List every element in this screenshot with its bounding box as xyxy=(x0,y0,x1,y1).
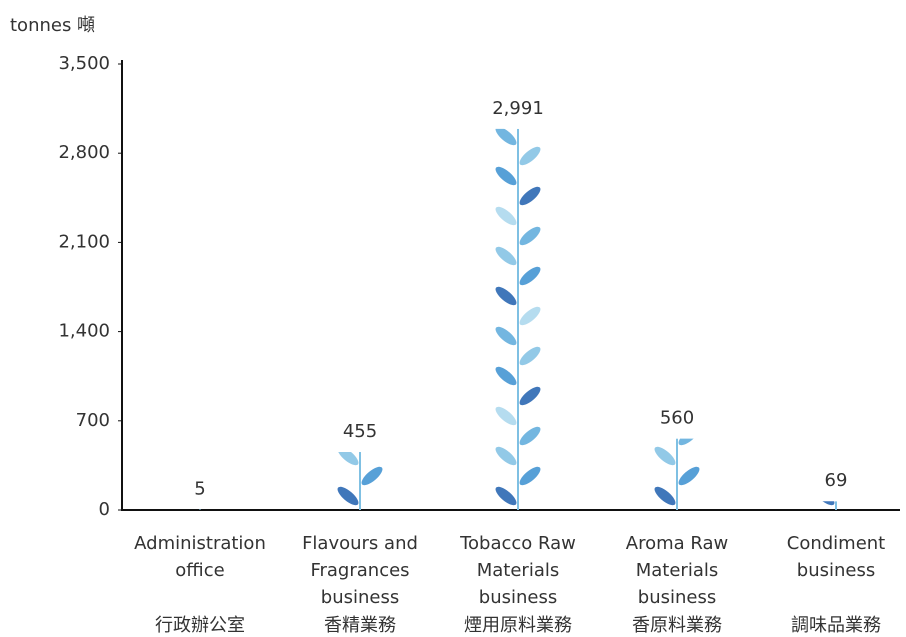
bar xyxy=(199,509,201,510)
y-tick-label: 2,800 xyxy=(58,142,110,163)
leaf xyxy=(495,128,517,146)
bar-leaves xyxy=(813,501,837,510)
leaf xyxy=(519,346,541,366)
y-tick-label: 0 xyxy=(99,499,110,520)
x-tick-label: Tobacco Raw Materials business xyxy=(460,533,576,608)
value-label: 5 xyxy=(194,478,205,499)
leaf xyxy=(495,406,517,426)
value-label: 69 xyxy=(825,470,848,491)
leaf xyxy=(519,466,541,486)
y-tick-label: 2,100 xyxy=(58,231,110,252)
leaf xyxy=(519,146,541,166)
leaf xyxy=(495,206,517,226)
x-tick-label-zh: 煙用原料業務 xyxy=(464,615,572,636)
value-label: 455 xyxy=(343,421,377,442)
leaf xyxy=(519,426,541,446)
leaf xyxy=(337,452,359,466)
x-tick-label: Condiment business xyxy=(786,533,886,581)
leaf xyxy=(654,486,676,506)
x-tick-label-zh: 香原料業務 xyxy=(632,615,722,636)
leaf xyxy=(495,486,517,506)
leaf xyxy=(519,226,541,246)
bar xyxy=(337,452,383,510)
y-tick-label: 3,500 xyxy=(58,53,110,74)
y-tick-label: 1,400 xyxy=(58,321,110,342)
leaf xyxy=(519,266,541,286)
leaf xyxy=(654,446,676,466)
leaf xyxy=(678,438,700,446)
bar xyxy=(654,438,700,510)
bar-leaves xyxy=(199,509,201,510)
x-tick-label-zh: 香精業務 xyxy=(324,615,396,636)
value-label: 2,991 xyxy=(492,98,544,119)
leaf xyxy=(495,326,517,346)
leaf xyxy=(361,466,383,486)
leaf xyxy=(495,286,517,306)
bar-leaves xyxy=(654,438,700,510)
value-label: 560 xyxy=(660,408,694,429)
bar xyxy=(813,501,837,510)
bar xyxy=(495,128,541,510)
bar-leaves xyxy=(337,452,383,510)
leaf xyxy=(678,466,700,486)
leaf xyxy=(495,166,517,186)
leaf xyxy=(495,246,517,266)
bar-leaves xyxy=(495,128,541,510)
y-axis-label: tonnes 噸 xyxy=(10,15,95,36)
leaf xyxy=(495,366,517,386)
x-tick-label-zh: 調味品業務 xyxy=(791,615,881,636)
leaf xyxy=(519,306,541,326)
x-tick-label: Flavours and Fragrances business xyxy=(302,533,418,608)
leaf xyxy=(337,486,359,506)
x-tick-label: Aroma Raw Materials business xyxy=(625,533,729,608)
x-tick-label-zh: 行政辦公室 xyxy=(155,615,245,636)
leaf xyxy=(519,386,541,406)
leaf xyxy=(519,186,541,206)
y-tick-label: 700 xyxy=(76,410,110,431)
leaf xyxy=(495,446,517,466)
x-tick-label: Administration office xyxy=(134,533,266,581)
